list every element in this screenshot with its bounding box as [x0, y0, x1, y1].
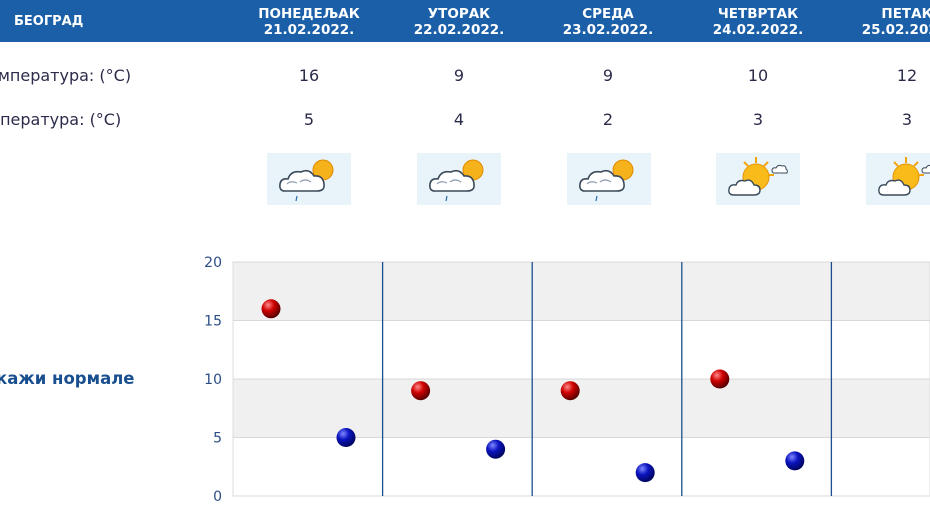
city-name: БЕОГРАД [14, 14, 84, 29]
day-header-1: ПОНЕДЕЉАК 21.02.2022. [234, 6, 384, 38]
max-temp-label: емпература: (°C) [0, 66, 132, 85]
day-date: 24.02.2022. [712, 22, 804, 38]
max-temp-point [710, 369, 730, 389]
min-temp-point [785, 451, 805, 471]
max-temp-value: 12 [896, 66, 918, 85]
y-tick-label: 0 [213, 489, 222, 505]
day-date: 21.02.2022. [263, 22, 355, 38]
day-header-5: ПЕТАК 25.02.2022. [832, 6, 930, 38]
day-name: ЧЕТВРТАК [717, 6, 799, 22]
chart-band [233, 320, 930, 379]
cloud-rain-sun-icon [567, 153, 651, 205]
min-temp-value: 5 [303, 110, 315, 129]
sun-cloud-icon [716, 153, 800, 205]
y-tick-label: 15 [204, 314, 222, 330]
min-temp-label: мпература: (°C) [0, 110, 122, 129]
chart-band [233, 379, 930, 438]
min-temp-value: 4 [453, 110, 465, 129]
day-date: 25.02.2022. [861, 22, 930, 38]
max-temp-point [411, 381, 431, 401]
sun-cloud-icon [866, 153, 930, 205]
max-temp-value: 16 [298, 66, 320, 85]
show-normals-toggle[interactable]: кажи нормале [0, 369, 135, 388]
min-temp-point [336, 428, 356, 447]
day-header-4: ЧЕТВРТАК 24.02.2022. [683, 6, 833, 38]
chart-band [233, 437, 930, 496]
min-temp-value: 3 [752, 110, 764, 129]
day-date: 22.02.2022. [413, 22, 505, 38]
y-tick-label: 10 [204, 372, 222, 388]
day-name: ПОНЕДЕЉАК [258, 6, 360, 22]
y-tick-label: 20 [204, 255, 222, 271]
day-header-3: СРЕДА 23.02.2022. [533, 6, 683, 38]
cloud-rain-sun-icon [417, 153, 501, 205]
cloud-rain-sun-icon [267, 153, 351, 205]
day-name: ПЕТАК [881, 6, 930, 22]
max-temp-value: 10 [747, 66, 769, 85]
max-temp-point [261, 299, 281, 319]
chart-band [233, 262, 930, 321]
day-header-2: УТОРАК 22.02.2022. [384, 6, 534, 38]
max-temp-value: 9 [602, 66, 614, 85]
min-temp-value: 3 [901, 110, 913, 129]
min-temp-value: 2 [602, 110, 614, 129]
day-date: 23.02.2022. [562, 22, 654, 38]
day-name: СРЕДА [582, 6, 634, 22]
y-tick-label: 5 [213, 431, 222, 447]
max-temp-value: 9 [453, 66, 465, 85]
min-temp-point [486, 439, 506, 459]
day-name: УТОРАК [427, 6, 491, 22]
min-temp-point [635, 463, 655, 483]
forecast-header-bar: БЕОГРАД ПОНЕДЕЉАК 21.02.2022. УТОРАК 22.… [0, 0, 930, 42]
max-temp-point [560, 381, 580, 401]
